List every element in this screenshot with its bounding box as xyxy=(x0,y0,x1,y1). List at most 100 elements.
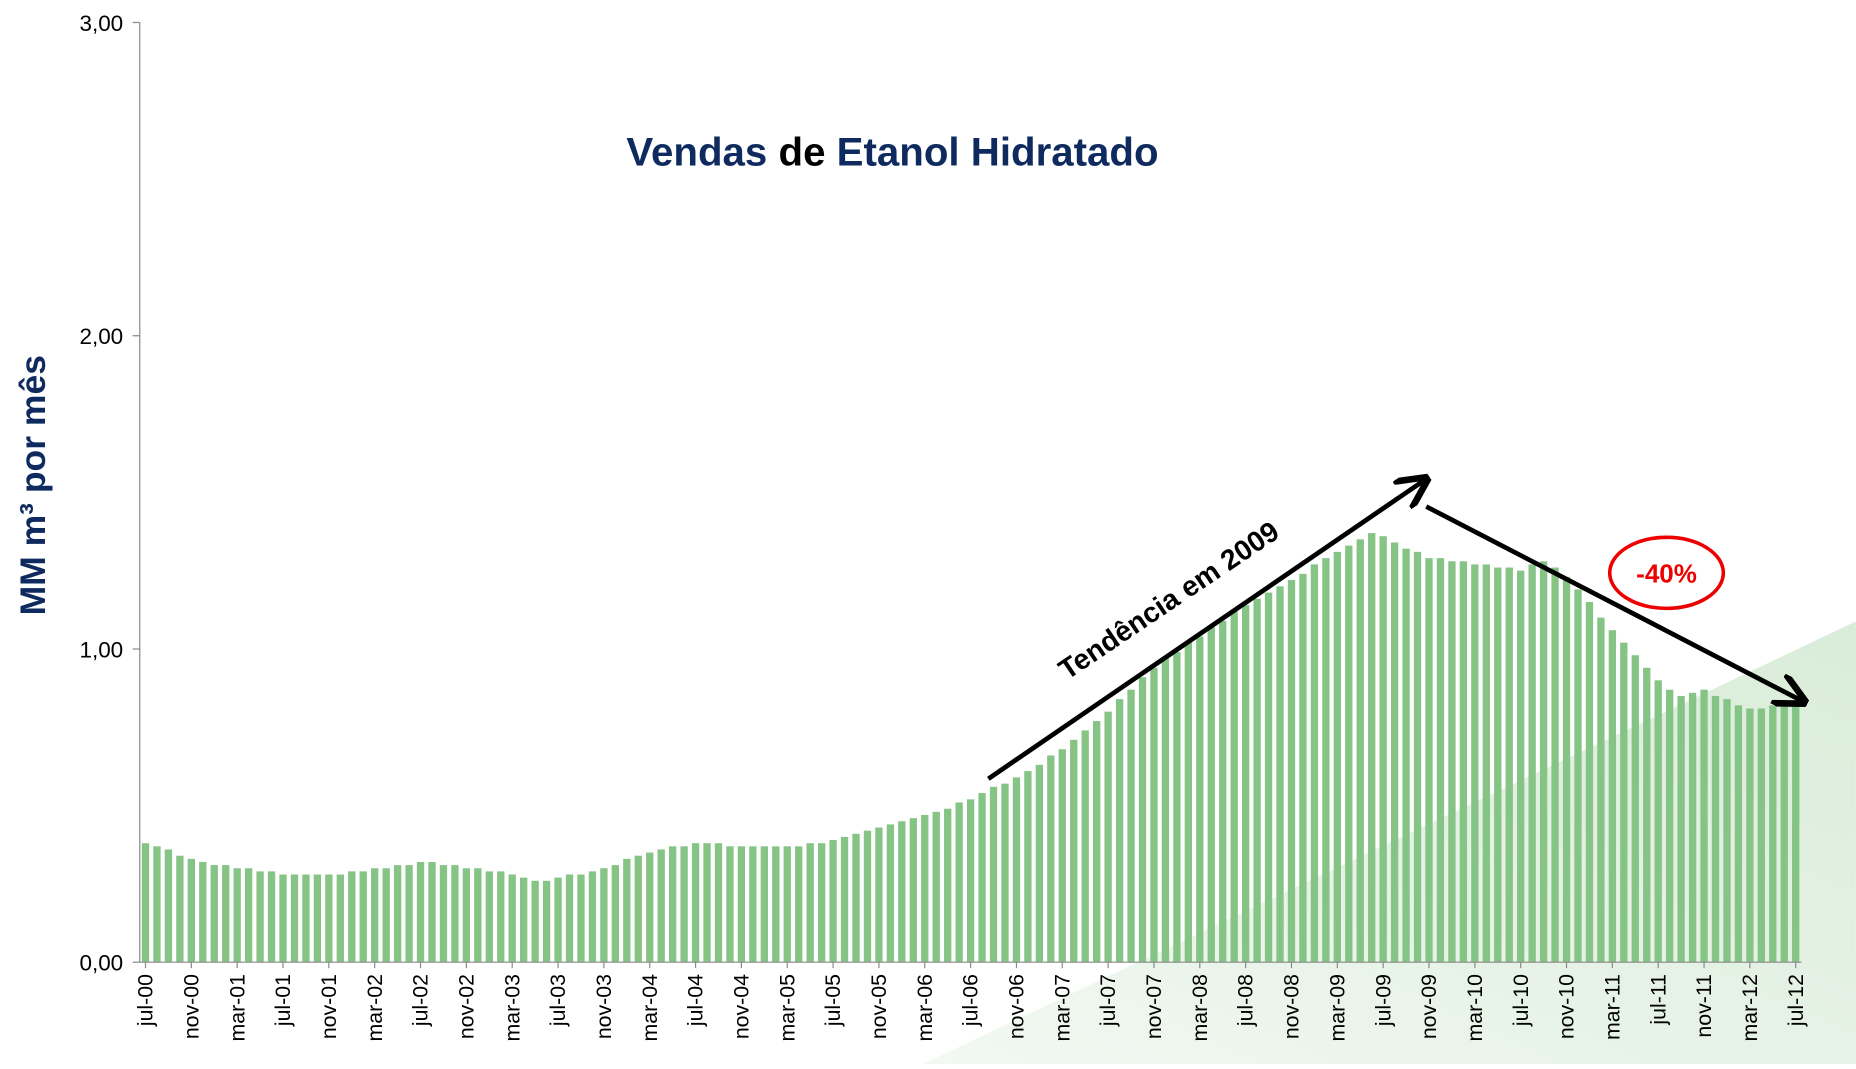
bar xyxy=(1104,711,1112,963)
x-tick-label: jul-05 xyxy=(821,974,845,1027)
bar xyxy=(348,871,356,963)
y-tick-label: 1,00 xyxy=(79,637,123,662)
decline-arrow xyxy=(1425,504,1801,701)
bar xyxy=(199,861,207,963)
x-tick-label: mar-11 xyxy=(1600,974,1624,1040)
bar xyxy=(1665,689,1674,963)
bar xyxy=(371,868,379,963)
bar xyxy=(1001,783,1009,963)
bar xyxy=(783,846,791,963)
title-part: Etanol Hidratado xyxy=(837,130,1159,175)
bar xyxy=(1241,605,1250,963)
bar xyxy=(1505,567,1513,963)
x-tick-label: mar-07 xyxy=(1050,974,1074,1041)
bar xyxy=(1792,702,1800,963)
bar xyxy=(1047,755,1055,963)
bar xyxy=(1161,658,1170,963)
bar xyxy=(176,855,184,963)
bar xyxy=(875,827,883,963)
bar xyxy=(290,874,299,963)
bar xyxy=(474,868,482,963)
title-part: de xyxy=(779,130,826,175)
x-tick-label: jul-00 xyxy=(134,974,158,1027)
x-tick-label: jul-06 xyxy=(959,974,983,1027)
x-tick-label: jul-01 xyxy=(271,974,295,1027)
bar xyxy=(313,874,322,963)
bar xyxy=(336,874,344,963)
bar xyxy=(852,833,860,963)
bar xyxy=(600,868,608,963)
bar xyxy=(256,871,264,963)
x-tick-label: mar-05 xyxy=(775,974,799,1041)
bar xyxy=(1276,586,1284,963)
bar xyxy=(1368,533,1376,963)
x-tick-label: jul-07 xyxy=(1096,974,1120,1027)
bar xyxy=(1608,630,1617,963)
x-tick-label: nov-03 xyxy=(592,974,616,1039)
bar xyxy=(1677,695,1685,963)
bar xyxy=(749,846,757,963)
bar xyxy=(279,874,287,963)
bar xyxy=(359,871,367,963)
bar xyxy=(554,877,562,963)
bar xyxy=(1196,636,1204,963)
x-tick-label: jul-10 xyxy=(1509,974,1533,1027)
bar xyxy=(1436,558,1445,963)
bar xyxy=(611,865,620,963)
x-tick-label: jul-12 xyxy=(1784,974,1808,1027)
bar xyxy=(1528,564,1536,963)
bar xyxy=(1700,689,1708,963)
bar xyxy=(1620,642,1628,963)
bar xyxy=(909,818,917,963)
bar xyxy=(1127,689,1135,963)
bar xyxy=(898,821,906,963)
bar xyxy=(1092,721,1101,963)
bar xyxy=(1081,730,1089,963)
bar xyxy=(714,843,723,963)
bar xyxy=(439,865,448,963)
bar xyxy=(1448,561,1456,963)
bar xyxy=(302,874,310,963)
bar xyxy=(760,846,768,963)
bar xyxy=(1517,570,1525,963)
bar xyxy=(1322,558,1330,963)
bar xyxy=(520,877,528,963)
bar xyxy=(1780,705,1788,963)
bar xyxy=(542,880,551,963)
bars xyxy=(141,533,1800,963)
bar xyxy=(955,802,963,963)
bar xyxy=(1746,708,1754,963)
x-tick-label: jul-11 xyxy=(1646,974,1670,1026)
x-tick-label: mar-08 xyxy=(1188,974,1212,1041)
bar xyxy=(1574,589,1582,963)
bar xyxy=(1769,705,1777,963)
bar xyxy=(325,874,333,963)
bar xyxy=(1539,561,1548,963)
bar xyxy=(1253,598,1261,963)
x-tick-label: nov-04 xyxy=(730,974,754,1039)
bar xyxy=(1035,764,1044,963)
bar xyxy=(1643,667,1651,963)
bar xyxy=(921,814,929,963)
bar xyxy=(1310,564,1319,963)
bar xyxy=(393,865,402,963)
bar xyxy=(817,843,826,963)
bar xyxy=(1058,749,1066,963)
bar xyxy=(451,865,459,963)
bar xyxy=(840,836,849,963)
y-axis-label: MM m³ por mês xyxy=(13,355,53,615)
bar xyxy=(795,846,803,963)
bar xyxy=(153,846,161,963)
bar xyxy=(1207,627,1215,963)
bar xyxy=(1230,611,1238,963)
bar xyxy=(1711,695,1720,963)
bar xyxy=(508,874,516,963)
x-tick-label: nov-11 xyxy=(1692,974,1716,1038)
bar xyxy=(565,874,574,963)
bar xyxy=(1012,777,1021,963)
x-tick-label: nov-00 xyxy=(179,974,203,1039)
bar xyxy=(485,871,493,963)
bar xyxy=(1138,677,1147,963)
bar xyxy=(141,843,150,963)
bar xyxy=(623,858,631,963)
